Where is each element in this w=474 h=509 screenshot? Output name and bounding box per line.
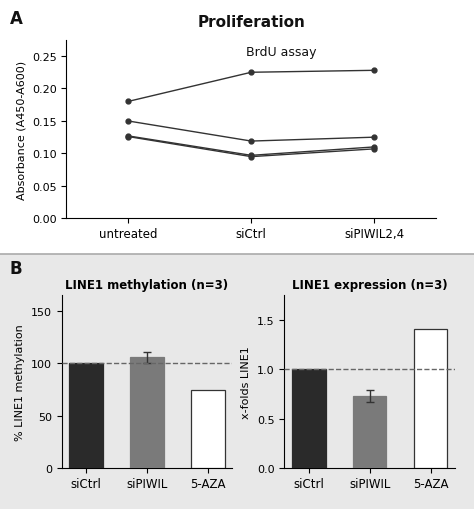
Title: LINE1 methylation (n=3): LINE1 methylation (n=3) — [65, 278, 228, 291]
Y-axis label: x-folds LINE1: x-folds LINE1 — [241, 346, 252, 418]
Bar — [353, 396, 386, 468]
Text: BrdU assay: BrdU assay — [246, 46, 316, 59]
Text: B: B — [9, 260, 22, 277]
Bar — [69, 363, 103, 468]
Title: LINE1 expression (n=3): LINE1 expression (n=3) — [292, 278, 447, 291]
Text: Proliferation: Proliferation — [197, 15, 305, 30]
Bar — [292, 370, 326, 468]
Bar — [191, 390, 225, 468]
Y-axis label: Absorbance (A450-A600): Absorbance (A450-A600) — [16, 61, 27, 199]
Bar — [130, 358, 164, 468]
Text: A: A — [9, 10, 22, 28]
Y-axis label: % LINE1 methylation: % LINE1 methylation — [15, 324, 25, 440]
Bar — [414, 330, 447, 468]
